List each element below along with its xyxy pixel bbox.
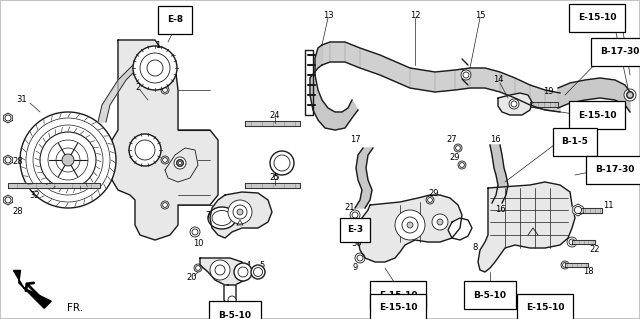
Polygon shape — [310, 45, 358, 130]
Text: FR.: FR. — [67, 303, 83, 313]
Circle shape — [147, 75, 152, 80]
Text: 16: 16 — [495, 205, 506, 214]
Circle shape — [360, 233, 364, 237]
Circle shape — [161, 156, 169, 164]
Text: 4: 4 — [245, 261, 251, 270]
Polygon shape — [13, 271, 51, 308]
Circle shape — [178, 161, 182, 165]
Circle shape — [20, 112, 116, 208]
Text: B-17-30: B-17-30 — [595, 166, 635, 174]
Polygon shape — [245, 121, 300, 125]
Polygon shape — [322, 42, 560, 112]
Text: 14: 14 — [493, 76, 503, 85]
Circle shape — [192, 229, 198, 235]
Text: E-15-10: E-15-10 — [379, 291, 417, 300]
Polygon shape — [245, 182, 300, 188]
Circle shape — [461, 70, 471, 80]
Polygon shape — [200, 258, 248, 285]
Circle shape — [575, 206, 582, 214]
Polygon shape — [573, 204, 583, 216]
Circle shape — [62, 154, 74, 166]
Text: 1: 1 — [156, 41, 161, 49]
Text: E-15-10: E-15-10 — [578, 110, 616, 120]
Circle shape — [355, 253, 365, 263]
Circle shape — [350, 210, 360, 220]
Text: 5: 5 — [259, 261, 264, 270]
Circle shape — [567, 237, 577, 247]
Circle shape — [233, 205, 247, 219]
Circle shape — [352, 212, 358, 218]
Circle shape — [454, 144, 462, 152]
Polygon shape — [558, 78, 630, 112]
Text: 6: 6 — [272, 174, 278, 182]
Text: 15: 15 — [475, 11, 485, 19]
Text: 12: 12 — [410, 11, 420, 19]
Text: B-5-10: B-5-10 — [218, 310, 252, 319]
Text: 3: 3 — [237, 303, 243, 313]
Text: 17: 17 — [349, 136, 360, 145]
Polygon shape — [224, 285, 236, 306]
Text: B-1-5: B-1-5 — [561, 137, 588, 146]
Circle shape — [177, 160, 183, 166]
Circle shape — [407, 222, 413, 228]
Polygon shape — [498, 93, 532, 115]
Ellipse shape — [251, 265, 265, 279]
Circle shape — [228, 200, 252, 224]
Circle shape — [463, 72, 469, 78]
Circle shape — [161, 86, 169, 94]
Text: E-15-10: E-15-10 — [525, 303, 564, 313]
Text: 21: 21 — [345, 204, 355, 212]
Polygon shape — [112, 40, 218, 240]
Polygon shape — [4, 195, 12, 205]
Circle shape — [395, 210, 425, 240]
Polygon shape — [4, 155, 12, 165]
Circle shape — [358, 231, 366, 239]
Circle shape — [437, 219, 443, 225]
Circle shape — [164, 66, 168, 70]
Text: 26: 26 — [614, 18, 625, 26]
Circle shape — [147, 56, 152, 61]
Polygon shape — [478, 182, 575, 272]
Polygon shape — [490, 145, 508, 203]
Polygon shape — [572, 240, 595, 244]
Text: 29: 29 — [450, 153, 460, 162]
Circle shape — [428, 197, 433, 202]
Polygon shape — [578, 207, 602, 212]
Circle shape — [563, 263, 568, 267]
Circle shape — [357, 255, 363, 261]
Text: 28: 28 — [13, 158, 23, 167]
Circle shape — [426, 196, 434, 204]
Circle shape — [402, 217, 418, 233]
Text: E-15-10: E-15-10 — [578, 13, 616, 23]
Polygon shape — [4, 113, 12, 123]
Polygon shape — [565, 263, 588, 267]
Circle shape — [163, 88, 168, 93]
Circle shape — [627, 92, 634, 99]
Text: 10: 10 — [193, 239, 204, 248]
Polygon shape — [210, 192, 272, 238]
Circle shape — [133, 46, 177, 90]
Circle shape — [140, 53, 170, 83]
Circle shape — [196, 266, 200, 271]
Text: 29: 29 — [429, 189, 439, 197]
Circle shape — [569, 239, 575, 245]
Circle shape — [458, 161, 466, 169]
Circle shape — [194, 264, 202, 272]
Polygon shape — [98, 65, 141, 122]
Circle shape — [234, 263, 252, 281]
Text: 30: 30 — [352, 239, 362, 248]
Circle shape — [163, 158, 168, 162]
Text: 9: 9 — [353, 263, 358, 272]
Circle shape — [210, 260, 230, 280]
Circle shape — [432, 214, 448, 230]
Text: 2: 2 — [136, 84, 141, 93]
Circle shape — [146, 53, 150, 57]
Circle shape — [627, 92, 633, 98]
Text: 8: 8 — [472, 243, 477, 253]
Text: 20: 20 — [187, 273, 197, 283]
Text: B-17-30: B-17-30 — [600, 48, 640, 56]
Circle shape — [228, 296, 236, 304]
Circle shape — [237, 209, 243, 215]
Circle shape — [509, 99, 519, 109]
